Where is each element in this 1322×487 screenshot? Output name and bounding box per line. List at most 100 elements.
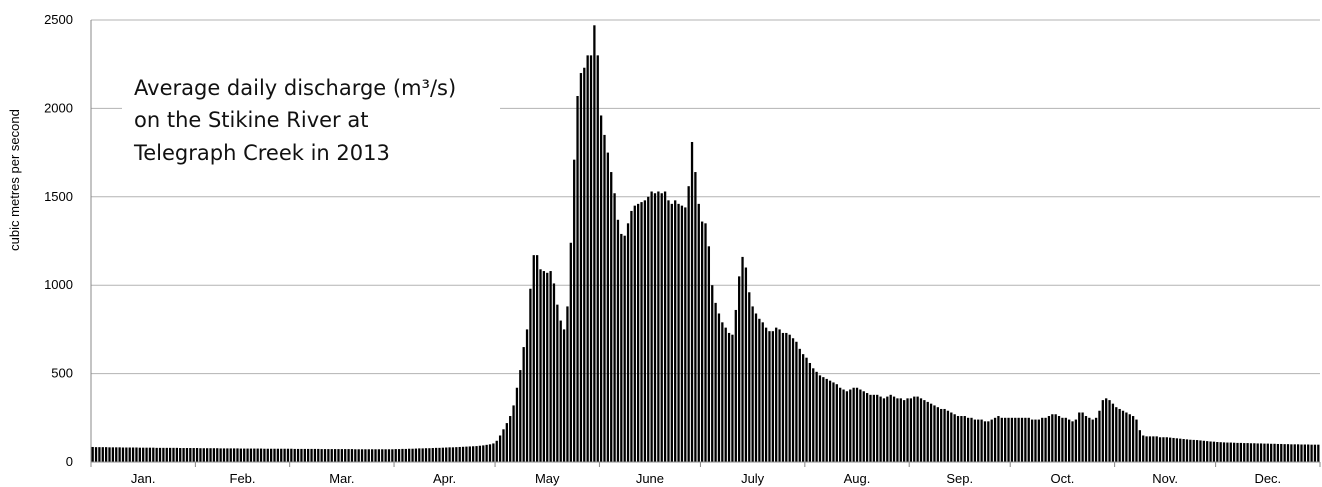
bar — [1051, 414, 1054, 462]
bar — [940, 408, 943, 462]
bar — [280, 448, 283, 462]
bar — [812, 368, 815, 462]
bar — [1128, 414, 1131, 462]
bar — [428, 448, 431, 462]
bar — [455, 447, 458, 462]
bar — [1158, 437, 1162, 462]
bar — [212, 448, 216, 462]
bar — [1064, 417, 1067, 462]
y-tick-label: 2000 — [44, 100, 73, 115]
bar — [131, 447, 135, 462]
bar — [253, 448, 256, 462]
bar — [983, 421, 987, 462]
bar — [1300, 444, 1303, 462]
bar — [1121, 410, 1125, 462]
bar — [697, 203, 700, 462]
bar — [845, 391, 849, 462]
bar — [1179, 438, 1182, 462]
bar — [408, 448, 411, 462]
title-background — [122, 60, 500, 185]
bar — [950, 412, 953, 462]
bar — [206, 448, 209, 462]
bar — [761, 322, 764, 462]
bar — [633, 205, 636, 462]
bar — [182, 448, 185, 462]
bar — [1296, 444, 1300, 462]
bar — [172, 447, 175, 462]
bar — [344, 449, 347, 462]
bar — [899, 398, 902, 462]
bar — [1034, 419, 1037, 462]
bar — [256, 448, 259, 462]
bar — [1152, 436, 1155, 462]
bar — [919, 398, 923, 462]
bar — [1259, 443, 1263, 462]
bar — [1232, 442, 1236, 462]
bar — [556, 304, 559, 462]
bar — [148, 447, 152, 462]
bar — [310, 448, 313, 462]
bar — [1189, 439, 1192, 462]
bar — [300, 448, 303, 462]
bar — [1226, 442, 1229, 462]
bar — [956, 416, 960, 462]
bar — [192, 448, 195, 462]
x-tick-label: Oct. — [1050, 471, 1074, 486]
bar — [657, 191, 660, 462]
bar — [1041, 417, 1044, 462]
bar — [929, 403, 933, 462]
bar — [1000, 417, 1003, 462]
bar — [694, 172, 697, 463]
x-tick-label: May — [535, 471, 560, 486]
bar — [1071, 421, 1074, 462]
bar — [583, 67, 586, 463]
bar — [475, 446, 478, 462]
bar — [637, 203, 640, 462]
bar — [542, 271, 546, 462]
bar — [1246, 443, 1249, 462]
bar — [933, 405, 936, 462]
bar — [943, 408, 946, 462]
bar — [906, 398, 909, 462]
bar — [613, 193, 616, 462]
bar — [313, 448, 317, 462]
bar — [1206, 441, 1209, 462]
bar — [566, 306, 569, 462]
bar — [1270, 443, 1273, 462]
bar — [1209, 441, 1212, 462]
bar — [650, 191, 653, 462]
bar — [276, 448, 280, 462]
bar — [229, 448, 232, 462]
bar — [502, 429, 505, 462]
bar — [374, 449, 377, 462]
bar — [111, 447, 115, 462]
bar — [529, 288, 532, 462]
bar — [690, 141, 694, 463]
bar — [519, 370, 522, 462]
bar — [424, 448, 428, 462]
bar — [569, 242, 572, 462]
bar — [384, 449, 387, 462]
bar — [738, 276, 741, 462]
bar — [431, 448, 434, 462]
bar — [832, 382, 835, 462]
bar — [667, 200, 670, 462]
bar — [727, 332, 731, 462]
bar — [485, 444, 488, 462]
bar — [1169, 437, 1172, 462]
bar — [1229, 442, 1232, 462]
bar — [222, 448, 226, 462]
bar — [562, 329, 566, 462]
bar — [724, 327, 727, 462]
bar — [576, 96, 579, 463]
bar — [896, 398, 899, 462]
bar — [748, 292, 751, 462]
bar — [643, 200, 647, 462]
bar — [364, 449, 367, 462]
bar — [859, 389, 862, 462]
y-axis-tick-labels: 0 500 1000 1500 2000 2500 — [44, 12, 73, 469]
bar — [1263, 443, 1266, 462]
bar — [946, 410, 950, 462]
bar — [445, 447, 448, 462]
bar — [155, 447, 158, 462]
